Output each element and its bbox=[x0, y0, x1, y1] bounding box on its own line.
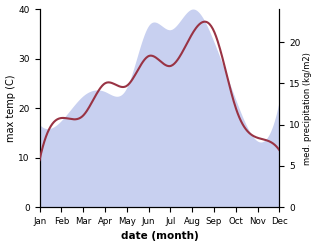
Y-axis label: med. precipitation (kg/m2): med. precipitation (kg/m2) bbox=[303, 52, 313, 165]
Y-axis label: max temp (C): max temp (C) bbox=[5, 74, 16, 142]
X-axis label: date (month): date (month) bbox=[121, 231, 198, 242]
